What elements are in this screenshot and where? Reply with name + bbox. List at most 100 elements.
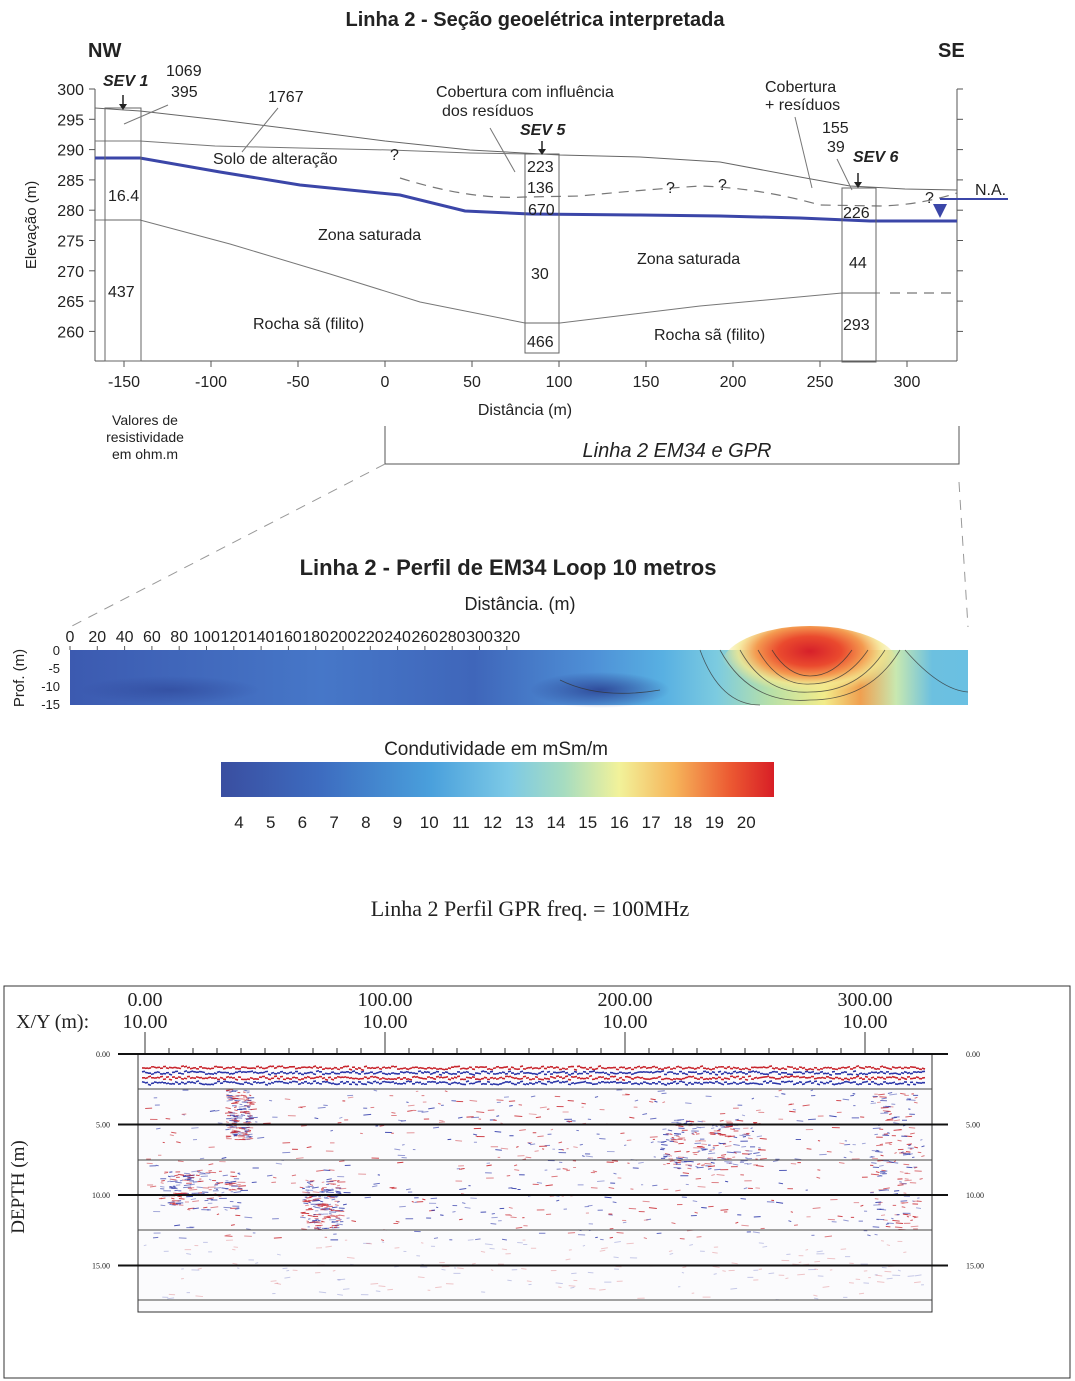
gpr-reflection [465,1076,470,1079]
sev5-value-1: 223 [527,159,554,176]
gpr-reflection [673,1161,678,1164]
gpr-reflection [378,1077,383,1081]
gpr-reflection [213,1072,218,1075]
gpr-reflection [675,1189,681,1192]
gpr-reflection [489,1068,494,1071]
y-tick-label: 275 [57,234,84,251]
gpr-reflection [459,1218,463,1221]
gpr-reflection [165,1067,170,1070]
gpr-reflection [616,1231,624,1234]
gpr-reflection [880,1172,886,1174]
gpr-reflection [501,1081,506,1085]
gpr-reflection [465,1070,470,1074]
gpr-reflection [895,1222,904,1224]
gpr-reflection [692,1200,698,1203]
gpr-reflection [732,1163,739,1166]
gpr-reflection [741,1224,749,1227]
gpr-reflection [255,1081,260,1084]
gpr-reflection [558,1286,562,1289]
gpr-reflection [893,1119,901,1122]
gpr-reflection [152,1236,159,1239]
gpr-reflection [182,1174,187,1177]
x-tick-label: -150 [108,374,140,391]
gpr-reflection [747,1075,752,1078]
gpr-reflection [342,1288,350,1290]
gpr-reflection [339,1080,344,1084]
gpr-reflection [738,1077,743,1081]
gpr-reflection [573,1146,578,1148]
x-ticks: -150 -100 -50 0 50 100 150 200 250 300 [108,361,920,391]
gpr-reflection [807,1080,812,1083]
gpr-reflection [894,1076,899,1079]
gpr-reflection [534,1150,539,1152]
gpr-reflection [804,1081,809,1084]
gpr-reflection [720,1209,729,1211]
gpr-reflection [744,1067,749,1070]
gpr-reflection [582,1080,587,1084]
y-tick-label: 280 [57,203,84,220]
gpr-reflection [674,1133,682,1135]
gpr-reflection [648,1070,653,1074]
gpr-reflection [649,1100,654,1103]
gpr-reflection [786,1080,791,1083]
gpr-reflection [741,1145,747,1148]
gpr-reflection [360,1070,365,1074]
question-mark-1: ? [390,147,399,164]
gpr-reflection [878,1164,884,1167]
gpr-reflection [492,1083,497,1086]
gpr-reflection [681,1081,686,1084]
gpr-reflection [160,1185,165,1188]
gpr-reflection [549,1081,554,1084]
gpr-reflection [894,1226,903,1229]
gpr-reflection [777,1082,782,1086]
gpr-reflection [233,1114,239,1117]
sev1-leader [123,104,169,125]
gpr-reflection [871,1149,879,1152]
gpr-reflection [195,1080,200,1083]
gpr-reflection [843,1219,849,1222]
gpr-title: Linha 2 Perfil GPR freq. = 100MHz [371,896,690,921]
gpr-reflection [315,1224,323,1227]
em34-x-tick-label: 20 [88,629,106,646]
gpr-reflection [700,1148,708,1150]
gpr-reflection [778,1089,782,1092]
gpr-reflection [302,1200,310,1203]
colorbar-tick-label: 13 [515,813,534,832]
gpr-reflection [673,1141,679,1143]
sev6-value-3: 226 [843,205,870,222]
gpr-reflection [697,1185,706,1188]
gpr-reflection [921,1155,925,1158]
gpr-reflection [522,1083,527,1086]
gpr-reflection [312,1199,321,1202]
gpr-reflection [331,1221,339,1223]
gpr-reflection [913,1166,918,1169]
gpr-reflection [885,1066,890,1070]
gpr-reflection [224,1181,232,1184]
gpr-reflection [771,1067,776,1070]
gpr-reflection [726,1151,735,1154]
gpr-reflection [213,1082,218,1085]
gpr-reflection [650,1098,656,1101]
gpr-reflection [459,1082,464,1086]
gpr-reflection [477,1078,482,1081]
gpr-reflection [705,1081,710,1084]
gpr-reflection [257,1136,265,1139]
gpr-reflection [261,1081,266,1084]
gpr-reflection [914,1274,922,1277]
gpr-reflection [249,1070,254,1073]
em34-y-tick-label: 0 [53,643,60,658]
gpr-reflection [582,1244,586,1247]
gpr-reflection [904,1178,909,1180]
gpr-reflection [701,1149,707,1151]
gpr-reflection [753,1076,758,1079]
gpr-depth-label-left: 10.00 [92,1191,110,1200]
gpr-reflection [702,1078,707,1081]
gpr-reflection [249,1103,255,1105]
gpr-reflection [369,1066,374,1070]
gpr-reflection [309,1183,314,1186]
gpr-reflection [180,1065,185,1068]
gpr-reflection [369,1082,374,1085]
gpr-reflection [360,1068,365,1072]
gpr-reflection [774,1082,779,1085]
gpr-reflection [734,1151,737,1154]
